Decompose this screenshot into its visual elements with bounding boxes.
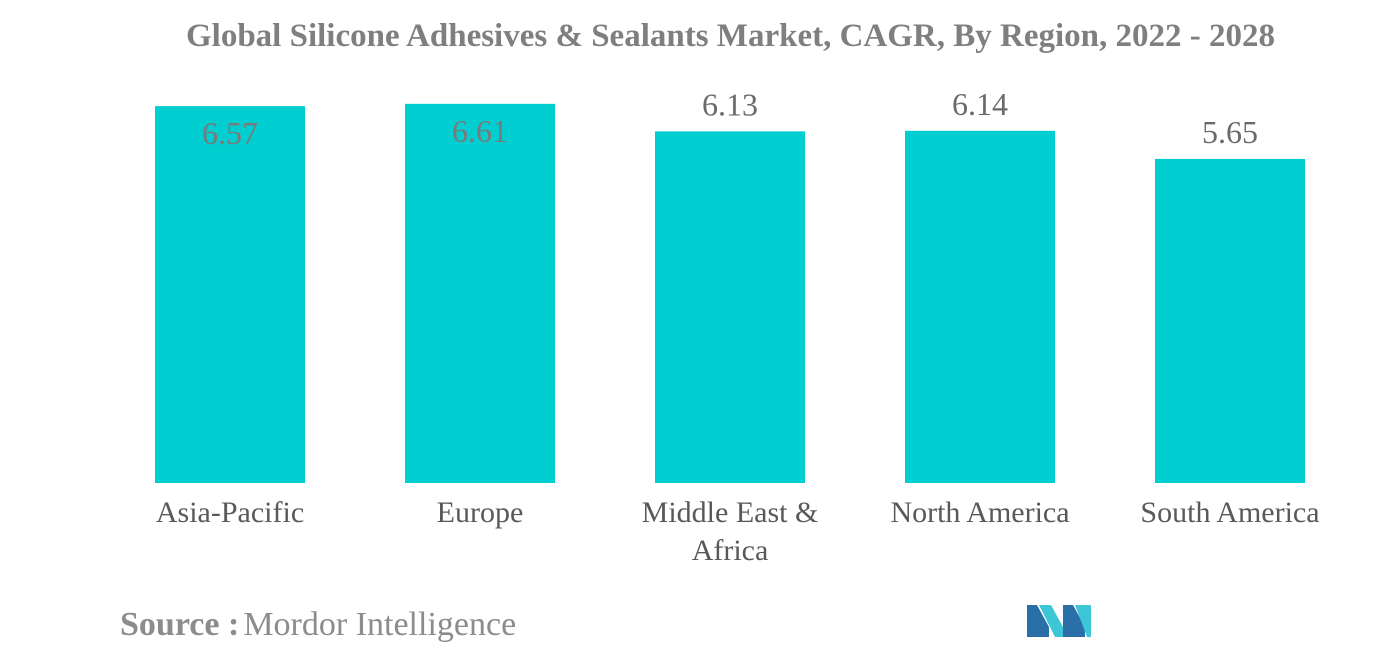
bar-0 xyxy=(155,106,305,483)
bar-3 xyxy=(905,130,1055,483)
source-line: Source : Mordor Intelligence xyxy=(120,606,516,644)
value-label-4: 5.65 xyxy=(1202,114,1258,150)
bar-chart: 6.57 Asia-Pacific 6.61 Europe 6.13 Middle Eas… xyxy=(155,86,1320,567)
category-label-1: Europe xyxy=(437,496,524,529)
value-label-3: 6.14 xyxy=(952,86,1008,122)
category-label-2-line-0: Middle East & xyxy=(642,496,819,529)
source-value: Mordor Intelligence xyxy=(243,606,517,643)
category-label-4: South America xyxy=(1140,496,1319,529)
value-label-1: 6.61 xyxy=(452,113,508,149)
category-label-0: Asia-Pacific xyxy=(156,496,304,529)
category-label-3: North America xyxy=(890,496,1069,529)
bar-4 xyxy=(1155,158,1305,483)
chart-title: Global Silicone Adhesives & Sealants Mar… xyxy=(185,18,1276,54)
value-label-0: 6.57 xyxy=(202,115,258,151)
bar-2 xyxy=(655,131,805,483)
category-label-2-line-1: Africa xyxy=(692,534,769,567)
source-label: Source : xyxy=(120,606,240,643)
mordor-logo-icon xyxy=(1027,605,1091,637)
bar-1 xyxy=(405,103,555,484)
value-label-2: 6.13 xyxy=(702,86,758,122)
